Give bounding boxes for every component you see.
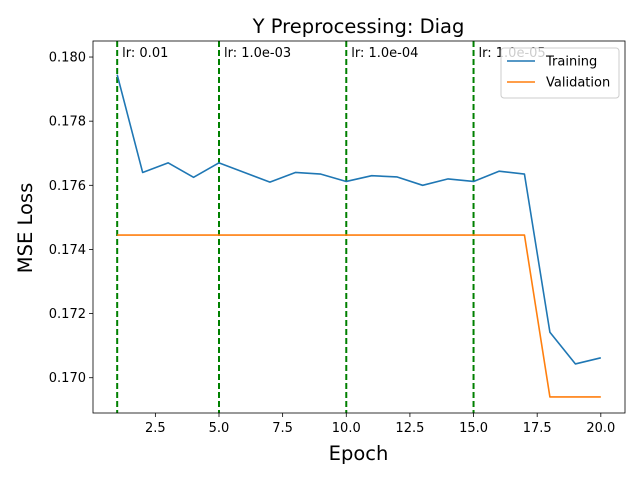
y-axis-label: MSE Loss xyxy=(14,183,37,274)
x-tick-label: 10.0 xyxy=(332,421,361,436)
x-axis-label: Epoch xyxy=(329,442,389,465)
series-line-training xyxy=(116,74,602,365)
y-tick-label: 0.178 xyxy=(49,115,86,130)
y-tick-label: 0.176 xyxy=(49,179,86,194)
lr-annotation-1: lr: 1.0e-03 xyxy=(224,46,291,61)
x-tick-label: 2.5 xyxy=(145,421,166,436)
x-tick-label: 7.5 xyxy=(272,421,293,436)
x-tick-label: 15.0 xyxy=(459,421,488,436)
axis-ticks: 2.5 5.0 7.5 10.0 12.5 15.0 17.5 20.0 0.170 0.172 0… xyxy=(49,51,616,436)
chart-title: Y Preprocessing: Diag xyxy=(252,15,465,38)
lr-annotation-2: lr: 1.0e-04 xyxy=(351,46,418,61)
legend-label-validation: Validation xyxy=(546,76,610,91)
series-line-validation xyxy=(117,234,601,398)
x-tick-label: 20.0 xyxy=(586,421,615,436)
y-tick-label: 0.180 xyxy=(49,51,86,66)
x-tick-label: 12.5 xyxy=(395,421,424,436)
legend: Training Validation xyxy=(500,47,620,99)
y-tick-label: 0.174 xyxy=(49,243,86,258)
legend-label-training: Training xyxy=(545,55,597,70)
plot-frame xyxy=(92,40,626,414)
x-tick-label: 17.5 xyxy=(523,421,552,436)
lr-annotation-0: lr: 0.01 xyxy=(122,46,168,61)
y-tick-label: 0.172 xyxy=(49,307,86,322)
y-tick-label: 0.170 xyxy=(49,371,86,386)
x-tick-label: 5.0 xyxy=(209,421,230,436)
